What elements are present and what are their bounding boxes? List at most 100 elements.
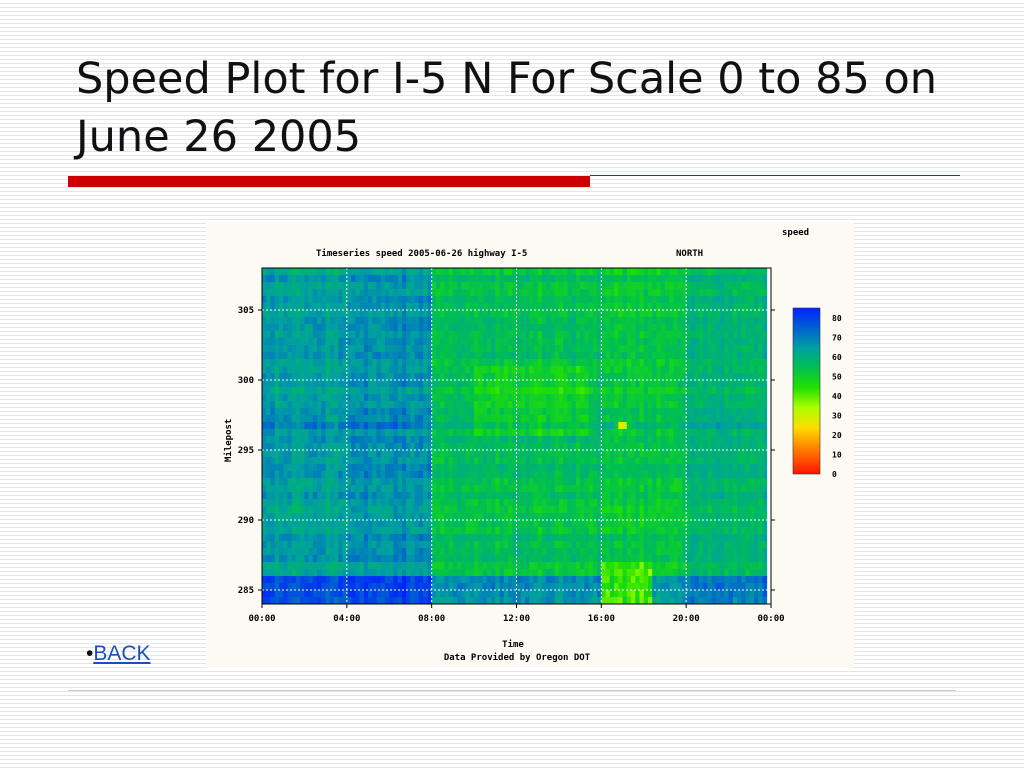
heatmap-cell bbox=[635, 436, 640, 444]
heatmap-cell bbox=[516, 562, 522, 570]
heatmap-cell bbox=[524, 576, 530, 584]
heatmap-cell bbox=[499, 576, 505, 584]
heatmap-cell bbox=[618, 499, 623, 507]
heatmap-cell bbox=[533, 499, 539, 507]
heatmap-cell bbox=[529, 373, 534, 381]
heatmap-cell bbox=[495, 520, 500, 528]
heatmap-cell bbox=[448, 590, 454, 598]
heatmap-cell bbox=[406, 338, 411, 346]
heatmap-cell bbox=[575, 506, 581, 514]
heatmap-cell bbox=[469, 310, 475, 318]
heatmap-cell bbox=[444, 464, 450, 472]
heatmap-cell bbox=[639, 352, 645, 360]
heatmap-cell bbox=[567, 338, 573, 346]
heatmap-cell bbox=[478, 366, 483, 374]
heatmap-cell bbox=[401, 457, 407, 465]
heatmap-cell bbox=[508, 429, 513, 437]
heatmap-cell bbox=[656, 408, 662, 416]
heatmap-cell bbox=[334, 576, 339, 584]
heatmap-cell bbox=[647, 345, 653, 353]
heatmap-cell bbox=[512, 548, 517, 556]
heatmap-cell bbox=[474, 359, 479, 367]
heatmap-cell bbox=[609, 380, 615, 388]
heatmap-cell bbox=[397, 499, 403, 507]
heatmap-cell bbox=[499, 562, 505, 570]
heatmap-cell bbox=[325, 415, 331, 423]
heatmap-cell bbox=[427, 534, 433, 542]
heatmap-cell bbox=[647, 562, 653, 570]
heatmap-cell bbox=[694, 569, 700, 577]
heatmap-cell bbox=[338, 457, 343, 465]
heatmap-cell bbox=[418, 289, 424, 297]
heatmap-cell bbox=[614, 359, 619, 367]
heatmap-cell bbox=[652, 366, 657, 374]
heatmap-cell bbox=[690, 513, 696, 521]
heatmap-cell bbox=[592, 555, 598, 563]
heatmap-cell bbox=[529, 415, 534, 423]
heatmap-cell bbox=[262, 429, 267, 437]
heatmap-cell bbox=[673, 422, 679, 430]
heatmap-cell bbox=[618, 296, 623, 304]
heatmap-cell bbox=[516, 485, 522, 493]
heatmap-cell bbox=[652, 380, 657, 388]
heatmap-cell bbox=[486, 296, 492, 304]
heatmap-cell bbox=[580, 303, 585, 311]
heatmap-cell bbox=[609, 408, 615, 416]
heatmap-cell bbox=[495, 415, 500, 423]
heatmap-cell bbox=[550, 275, 556, 283]
heatmap-cell bbox=[338, 352, 343, 360]
heatmap-cell bbox=[580, 352, 585, 360]
heatmap-cell bbox=[584, 352, 590, 360]
heatmap-cell bbox=[478, 387, 483, 395]
heatmap-cell bbox=[291, 534, 297, 542]
heatmap-cell bbox=[656, 352, 662, 360]
heatmap-cell bbox=[397, 359, 403, 367]
heatmap-cell bbox=[495, 527, 500, 535]
heatmap-cell bbox=[325, 569, 331, 577]
heatmap-cell bbox=[652, 555, 657, 563]
heatmap-cell bbox=[622, 478, 628, 486]
heatmap-cell bbox=[312, 520, 318, 528]
heatmap-cell bbox=[571, 331, 577, 339]
heatmap-cell bbox=[262, 331, 267, 339]
heatmap-cell bbox=[614, 492, 619, 500]
heatmap-cell bbox=[410, 373, 416, 381]
heatmap-cell bbox=[393, 436, 399, 444]
heatmap-cell bbox=[546, 303, 551, 311]
heatmap-cell bbox=[346, 513, 352, 521]
heatmap-cell bbox=[278, 422, 284, 430]
heatmap-cell bbox=[291, 380, 297, 388]
heatmap-cell bbox=[652, 422, 657, 430]
heatmap-cell bbox=[406, 443, 411, 451]
heatmap-cell bbox=[359, 380, 365, 388]
heatmap-cell bbox=[499, 296, 505, 304]
heatmap-cell bbox=[631, 485, 636, 493]
heatmap-cell bbox=[524, 394, 530, 402]
heatmap-cell bbox=[385, 303, 390, 311]
heatmap-cell bbox=[465, 492, 471, 500]
heatmap-cell bbox=[274, 513, 280, 521]
heatmap-cell bbox=[283, 352, 288, 360]
heatmap-cell bbox=[563, 499, 568, 507]
heatmap-cell bbox=[609, 569, 615, 577]
heatmap-cell bbox=[278, 394, 284, 402]
heatmap-cell bbox=[338, 324, 343, 332]
heatmap-cell bbox=[643, 457, 649, 465]
heatmap-cell bbox=[609, 499, 615, 507]
heatmap-cell bbox=[618, 331, 623, 339]
heatmap-cell bbox=[342, 289, 348, 297]
heatmap-cell bbox=[448, 576, 454, 584]
heatmap-cell bbox=[647, 282, 653, 290]
heatmap-cell bbox=[300, 499, 305, 507]
heatmap-cell bbox=[414, 310, 420, 318]
heatmap-cell bbox=[643, 485, 649, 493]
heatmap-cell bbox=[363, 296, 369, 304]
heatmap-cell bbox=[440, 275, 445, 283]
heatmap-cell bbox=[690, 548, 696, 556]
heatmap-cell bbox=[499, 268, 505, 276]
heatmap-cell bbox=[495, 282, 500, 290]
heatmap-cell bbox=[681, 457, 687, 465]
heatmap-cell bbox=[605, 310, 611, 318]
heatmap-cell bbox=[410, 478, 416, 486]
heatmap-cell bbox=[376, 471, 382, 479]
